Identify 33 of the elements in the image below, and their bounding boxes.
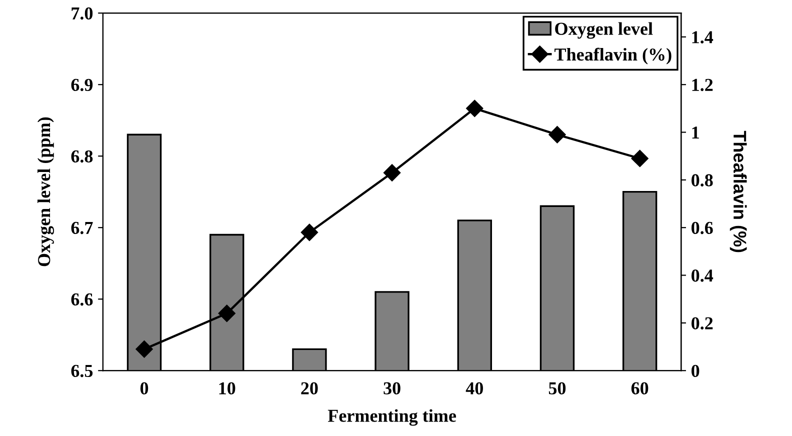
y2-axis-title: Theaflavin (%) bbox=[730, 130, 747, 252]
x-axis-title: Fermenting time bbox=[328, 409, 456, 426]
y-tick-label: 6.6 bbox=[71, 293, 93, 306]
point bbox=[631, 150, 648, 168]
y-tick-label: 6.7 bbox=[71, 222, 93, 234]
y2-tick-label: 0.4 bbox=[692, 270, 714, 282]
y-tick-label: 6.9 bbox=[71, 78, 93, 92]
y-tick-label: 6.8 bbox=[71, 150, 93, 163]
point bbox=[136, 340, 153, 358]
point bbox=[383, 164, 401, 182]
y2-tick-label: 0.6 bbox=[692, 222, 713, 234]
y-tick-label: 6.5 bbox=[71, 364, 93, 378]
x-tick-label: 0 bbox=[140, 382, 148, 394]
y-axis-title: Oxygen level (ppm) bbox=[37, 117, 54, 266]
point bbox=[218, 304, 236, 322]
x-tick-label: 30 bbox=[384, 382, 400, 394]
y2-tick-label: 1 bbox=[692, 126, 699, 139]
point bbox=[466, 100, 484, 117]
y2-tick-label: 1.4 bbox=[692, 31, 714, 44]
x-tick-label: 10 bbox=[219, 382, 236, 394]
point bbox=[300, 224, 318, 241]
y-tick-label: 7.0 bbox=[72, 7, 93, 20]
y2-tick-label: 0.8 bbox=[692, 174, 713, 186]
y2-tick-label: 1.2 bbox=[692, 78, 713, 92]
x-tick-label: 50 bbox=[548, 382, 566, 394]
legend-label: Theaflavin (%) bbox=[554, 48, 672, 64]
y2-tick-label: 0 bbox=[692, 364, 700, 378]
x-tick-label: 40 bbox=[466, 382, 483, 394]
point bbox=[548, 126, 566, 144]
y2-tick-label: 0.2 bbox=[692, 317, 713, 330]
x-tick-label: 20 bbox=[301, 382, 318, 394]
x-tick-label: 60 bbox=[631, 382, 648, 394]
legend-label: Oxygen level bbox=[555, 22, 653, 39]
